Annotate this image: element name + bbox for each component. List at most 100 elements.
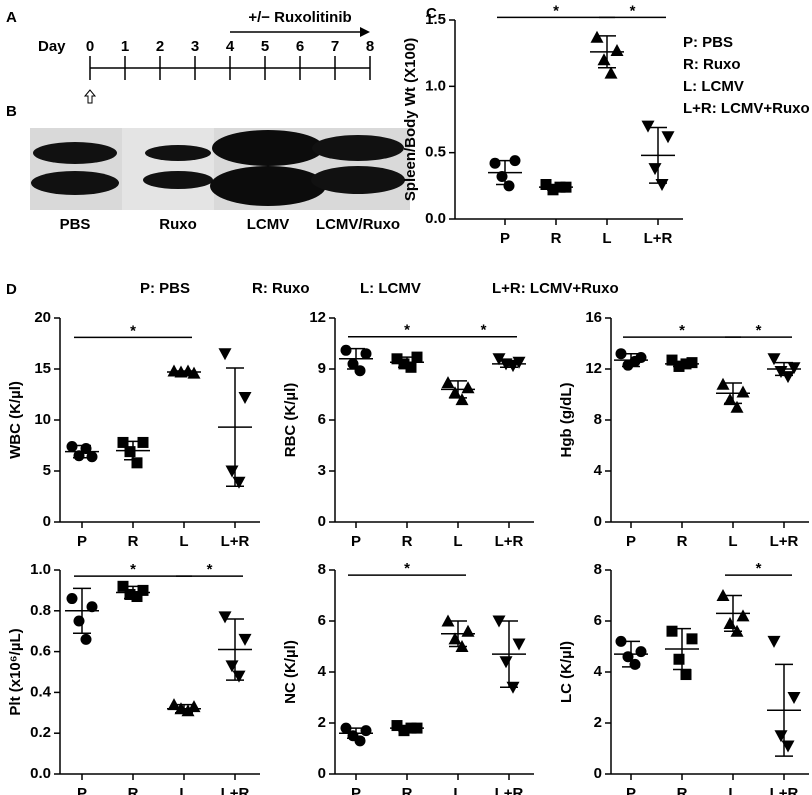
y-tick-label: 6: [318, 612, 326, 629]
data-point: [66, 593, 78, 605]
x-tick-label: L+R: [495, 533, 524, 550]
day-label: 4: [226, 38, 235, 55]
x-tick-label: P: [626, 533, 636, 550]
panel-d-key: L: LCMV: [360, 280, 421, 297]
x-tick-label: R: [128, 533, 139, 550]
error-bar: [398, 724, 416, 732]
data-point: [354, 365, 366, 377]
significance-label: *: [404, 322, 410, 339]
y-axis-label: WBC (K/µl): [7, 381, 24, 459]
data-point: [610, 44, 624, 57]
error-bar: [124, 585, 142, 600]
data-point: [461, 624, 475, 637]
y-tick-label: 3: [318, 462, 326, 479]
x-tick-label: L: [728, 785, 737, 795]
timeline-label: Day: [38, 38, 66, 55]
error-bar: [347, 347, 365, 370]
day-label: 5: [261, 38, 269, 55]
error-bar: [226, 618, 244, 681]
error-bar: [175, 370, 193, 374]
significance-label: *: [130, 322, 136, 339]
data-point: [666, 354, 678, 366]
error-bar: [449, 620, 467, 648]
data-point: [512, 356, 526, 369]
x-tick-label: P: [351, 533, 361, 550]
y-tick-label: 6: [594, 612, 602, 629]
error-bar: [73, 444, 91, 459]
error-bar: [73, 587, 91, 634]
y-tick-label: 6: [318, 411, 326, 428]
data-point: [680, 669, 692, 681]
spleen: [145, 145, 211, 161]
spleen-photo: [30, 128, 410, 210]
error-bar: [622, 640, 640, 668]
data-point: [723, 617, 737, 630]
data-point: [492, 353, 506, 366]
photo-label: PBS: [60, 216, 91, 233]
y-tick-label: 16: [585, 309, 602, 326]
data-point: [666, 625, 678, 637]
data-point: [509, 155, 521, 167]
y-tick-label: 0: [594, 765, 602, 782]
data-point: [767, 635, 781, 648]
x-tick-label: R: [551, 230, 562, 247]
data-point: [86, 601, 98, 613]
x-tick-label: P: [77, 785, 87, 795]
data-point: [604, 66, 618, 79]
data-point: [512, 638, 526, 651]
x-tick-label: L+R: [644, 230, 673, 247]
panel-d-key: P: PBS: [140, 280, 190, 297]
error-bar: [775, 361, 793, 377]
spleen: [311, 166, 405, 194]
x-tick-label: L+R: [495, 785, 524, 795]
y-axis-label: LC (K/µl): [558, 641, 575, 703]
data-point: [629, 355, 641, 367]
data-point: [167, 698, 181, 711]
treatment-label: +/− Ruxolitinib: [248, 9, 351, 26]
data-point: [238, 633, 252, 646]
x-tick-label: R: [677, 785, 688, 795]
y-tick-label: 1.0: [30, 561, 51, 578]
error-bar: [775, 663, 793, 757]
y-axis-label: Hgb (g/dL): [558, 383, 575, 458]
error-bar: [398, 356, 416, 369]
data-point: [615, 348, 627, 360]
y-tick-label: 8: [594, 411, 602, 428]
error-bar: [500, 620, 518, 689]
data-point: [492, 615, 506, 628]
y-tick-label: 8: [318, 561, 326, 578]
significance-label: *: [130, 561, 136, 578]
photo-label: Ruxo: [159, 216, 197, 233]
x-tick-label: L: [179, 785, 188, 795]
data-point: [635, 646, 647, 658]
spleen: [31, 171, 119, 195]
data-point: [340, 722, 352, 734]
y-axis-label: RBC (K/µl): [282, 383, 299, 457]
y-tick-label: 0: [43, 513, 51, 530]
error-bar: [724, 382, 742, 405]
data-point: [398, 358, 410, 370]
panel-label: D: [6, 281, 17, 298]
x-tick-label: L+R: [221, 785, 250, 795]
significance-label: *: [756, 322, 762, 339]
significance-label: *: [553, 2, 559, 19]
data-point: [641, 120, 655, 133]
x-tick-label: L+R: [770, 533, 799, 550]
data-point: [736, 385, 750, 398]
data-point: [730, 400, 744, 413]
y-tick-label: 0.2: [30, 724, 51, 741]
x-tick-label: L: [453, 785, 462, 795]
data-point: [86, 451, 98, 463]
error-bar: [347, 727, 365, 740]
data-point: [225, 465, 239, 478]
legend-entry: L: LCMV: [683, 78, 744, 95]
day-label: 0: [86, 38, 94, 55]
data-point: [238, 392, 252, 405]
data-point: [615, 635, 627, 647]
photo-label: LCMV: [247, 216, 290, 233]
data-point: [503, 180, 515, 192]
data-point: [736, 609, 750, 622]
significance-label: *: [630, 2, 636, 19]
y-tick-label: 12: [585, 360, 602, 377]
